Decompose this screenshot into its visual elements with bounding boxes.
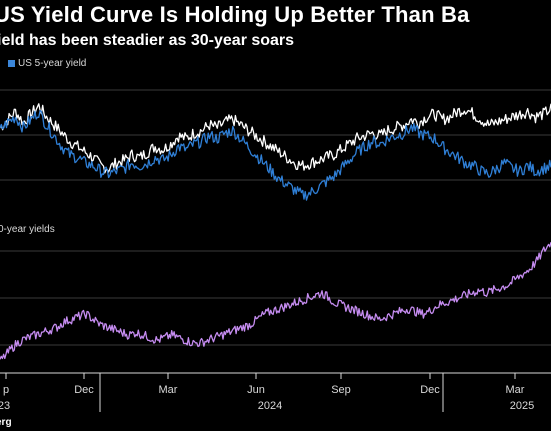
source-label: erg [0,417,12,428]
x-tick-label-7: Mar [506,384,525,396]
series-line-5y [0,109,551,201]
legend-swatch-5y [8,60,15,67]
year-label-1: 23 [0,400,10,412]
x-tick-label-5: Sep [331,384,351,396]
x-tick-label-4: Jun [247,384,265,396]
x-tick-label-6: Dec [420,384,440,396]
x-tick-label-1: p [3,384,9,396]
year-label-2: 2024 [258,400,282,412]
x-tick-label-3: Mar [159,384,178,396]
year-label-3: 2025 [510,400,534,412]
panel2-label: 0-year yields [0,224,55,235]
legend: US 5-year yield [8,58,86,69]
series-line-spread [0,242,551,360]
chart-subtitle: ield has been steadier as 30-year soars [0,32,295,49]
legend-label-5y: US 5-year yield [18,58,87,69]
chart-title: US Yield Curve Is Holding Up Better Than… [0,2,470,27]
x-tick-label-2: Dec [74,384,94,396]
series-line-30y [0,103,551,174]
